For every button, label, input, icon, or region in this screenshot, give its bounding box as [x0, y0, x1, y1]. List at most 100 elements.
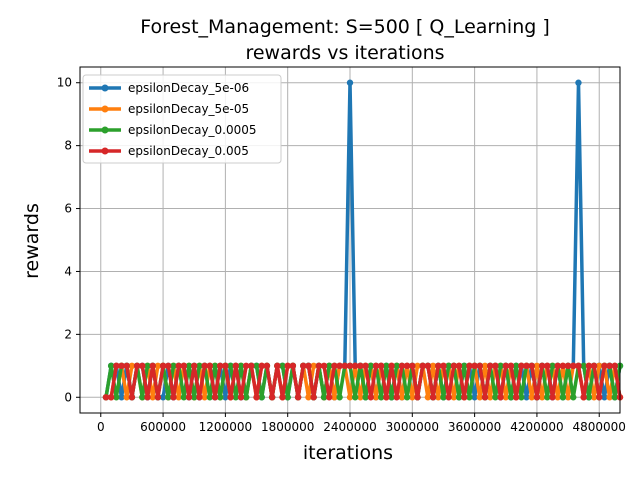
data-point: [424, 394, 432, 401]
x-axis-label: iterations: [303, 442, 393, 464]
data-point: [248, 362, 255, 370]
data-point: [372, 362, 380, 370]
data-point: [481, 394, 489, 401]
data-point: [414, 362, 421, 370]
data-point: [466, 394, 473, 401]
data-point: [237, 362, 245, 370]
data-point: [388, 362, 395, 370]
data-point: [455, 394, 463, 401]
data-point: [611, 362, 619, 370]
data-point: [170, 394, 177, 401]
data-point: [326, 394, 333, 401]
data-point: [357, 394, 364, 401]
data-point: [284, 394, 291, 401]
data-point: [159, 362, 167, 370]
data-point: [429, 394, 437, 401]
data-point: [180, 394, 188, 401]
data-point: [336, 394, 343, 401]
data-point: [113, 362, 120, 370]
data-point: [486, 394, 494, 401]
data-point: [559, 362, 567, 370]
data-point: [367, 394, 374, 401]
data-point: [409, 362, 416, 370]
data-point: [611, 394, 619, 401]
data-point: [326, 362, 333, 370]
data-point: [258, 394, 265, 401]
data-point: [284, 362, 291, 370]
data-point: [165, 394, 172, 401]
data-point: [165, 362, 172, 370]
legend-label: epsilonDecay_5e-06: [128, 81, 249, 95]
legend-label: epsilonDecay_0.005: [128, 144, 249, 158]
data-point: [211, 394, 219, 401]
data-point: [538, 394, 546, 401]
data-point: [455, 362, 463, 370]
axis-ticks: 0 600000 1200000 1800000 2400000 3000000 36000…: [57, 76, 626, 434]
data-point: [512, 394, 520, 401]
data-point: [357, 362, 364, 370]
data-point: [403, 394, 411, 401]
data-point: [606, 394, 613, 401]
data-point: [294, 394, 302, 401]
data-point: [331, 362, 338, 370]
legend-item: epsilonDecay_0.0005: [89, 123, 257, 137]
data-point: [549, 394, 556, 401]
legend-swatch-marker: [101, 126, 109, 134]
data-point: [445, 394, 452, 401]
x-tick-label: 3600000: [448, 420, 501, 434]
data-point: [191, 362, 198, 370]
chart-title: Forest_Management: S=500 [ Q_Learning ]: [140, 16, 550, 38]
data-point: [128, 394, 136, 401]
data-point: [424, 362, 432, 370]
data-point: [362, 394, 369, 401]
data-point: [320, 362, 328, 370]
data-point: [170, 362, 177, 370]
data-point: [258, 362, 265, 370]
data-point: [253, 362, 260, 370]
data-point: [346, 394, 354, 401]
data-point: [253, 394, 260, 401]
data-point: [159, 394, 167, 401]
data-point: [185, 394, 193, 401]
legend: epsilonDecay_5e-06 epsilonDecay_5e-05epsi…: [82, 74, 282, 164]
data-point: [362, 362, 369, 370]
data-point: [393, 394, 400, 401]
data-point: [289, 362, 297, 370]
legend-box: [82, 74, 282, 164]
data-point: [227, 394, 234, 401]
data-point: [466, 362, 473, 370]
data-point: [435, 362, 442, 370]
series-lines: [102, 79, 624, 401]
data-point: [554, 362, 561, 370]
legend-swatch-marker: [101, 84, 109, 92]
data-point: [414, 394, 421, 401]
y-tick-label: 10: [57, 76, 72, 90]
data-point: [180, 362, 188, 370]
data-point: [502, 362, 509, 370]
legend-item: epsilonDecay_5e-05: [89, 102, 249, 116]
data-point: [118, 362, 125, 370]
data-point: [445, 362, 452, 370]
data-point: [590, 394, 598, 401]
data-point: [206, 362, 214, 370]
data-point: [476, 362, 484, 370]
data-point: [585, 394, 593, 401]
data-point: [492, 394, 499, 401]
data-point: [580, 362, 587, 370]
data-point: [222, 394, 229, 401]
data-point: [492, 362, 499, 370]
data-point: [523, 394, 530, 401]
data-point: [502, 394, 509, 401]
data-point: [440, 362, 447, 370]
data-point: [346, 362, 354, 370]
data-point: [533, 394, 541, 401]
data-point: [201, 394, 208, 401]
data-point: [263, 362, 271, 370]
data-point: [497, 394, 504, 401]
data-point: [512, 362, 520, 370]
data-point: [419, 362, 426, 370]
data-point: [185, 362, 193, 370]
data-point: [383, 362, 390, 370]
chart-subtitle: rewards vs iterations: [245, 42, 444, 64]
